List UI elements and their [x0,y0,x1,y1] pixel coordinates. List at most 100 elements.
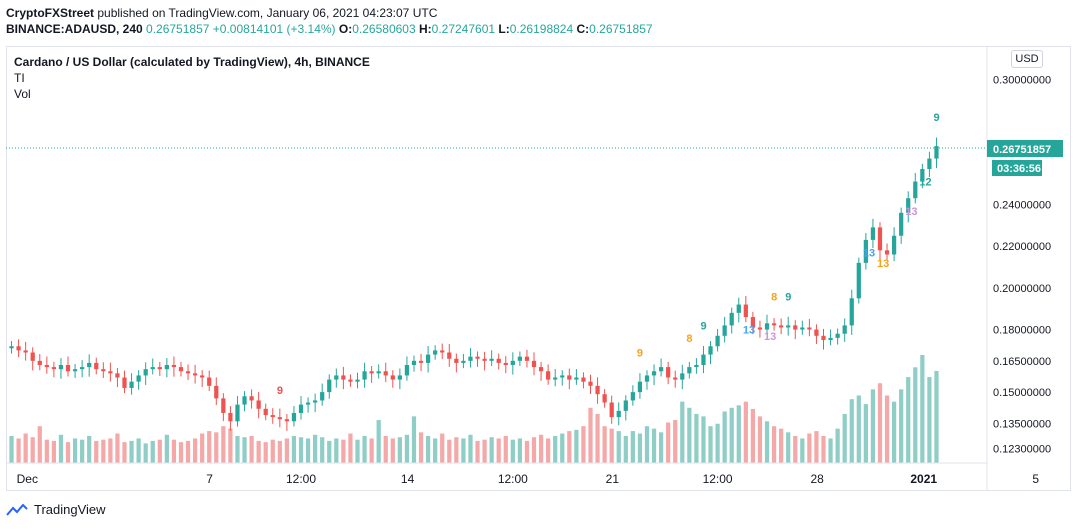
volume-bar [934,370,939,463]
volume-bar [192,438,198,463]
price-tick-label: 0.12300000 [993,443,1051,455]
candle-body [411,360,417,366]
candle-body [701,354,706,366]
indicator-vol[interactable]: Vol [14,87,31,101]
countdown-badge-text: 03:36:56 [997,163,1041,175]
volume-bar [80,439,85,463]
candle-body [722,325,727,336]
volume-bar [637,433,643,463]
volume-bar [341,439,346,463]
volume-bar [355,439,360,463]
low-label: L: [498,22,510,36]
price-tick-label: 0.30000000 [993,74,1051,86]
price-tick-label: 0.15000000 [993,387,1051,399]
volume-bar [454,437,459,463]
volume-bar [651,428,657,463]
volume-bar [16,438,21,463]
volume-bar [779,428,784,463]
candle-body [517,356,523,361]
footer-brand[interactable]: TradingView [6,502,106,517]
candle-body [651,371,657,376]
volume-bar [136,438,141,463]
candle-body [482,358,487,361]
candle-body [807,327,812,330]
candle-body [814,329,819,336]
volume-bar [743,401,748,463]
publish-text: published on TradingView.com, January 06… [97,6,438,20]
volume-bar [129,440,134,463]
volume-bar [150,440,155,463]
candle-body [157,367,162,370]
volume-bar [270,439,275,463]
candle-body [553,377,558,380]
volume-bar [736,405,741,463]
volume-bar [122,442,127,463]
candle-body [87,362,92,368]
time-tick-label: 14 [401,472,415,486]
volume-bar [334,438,339,463]
price-tick-label: 0.20000000 [993,283,1051,295]
candle-body [800,327,805,330]
candle-body [680,373,685,380]
chart-title: Cardano / US Dollar (calculated by Tradi… [14,55,370,69]
volume-bar [256,440,261,463]
candle-body [616,410,621,418]
candle-body [185,371,191,374]
candle-body [757,327,763,330]
candle-body [574,377,579,380]
high-value: 0.27247601 [431,22,496,36]
volume-bar [51,440,57,463]
last-price-badge: 0.26751857 [987,140,1063,157]
td-count-label: 13 [743,325,755,337]
candle-body [122,377,127,388]
candle-body [348,379,353,382]
candle-body [362,371,367,380]
candle-body [94,362,99,370]
volume-bar [23,433,28,463]
last-price-badge-text: 0.26751857 [993,144,1051,156]
candle-body [44,365,49,368]
candle-body [934,146,939,159]
volume-bar [235,436,240,463]
candle-body [425,354,431,363]
candle-body [609,402,614,418]
td-count-label: 12 [919,177,931,189]
volume-bar [30,437,35,463]
price-tick-label: 0.24000000 [993,199,1051,211]
high-label: H: [418,22,432,36]
footer-brand-text: TradingView [34,502,106,517]
volume-bar [722,411,727,463]
volume-bar [277,440,282,463]
volume-bar [602,426,607,463]
td-count-label: 9 [277,385,283,397]
close-label: C: [576,22,590,36]
price-tick-label: 0.13500000 [993,418,1051,430]
tradingview-logo-icon [6,503,28,516]
volume-bar [694,413,699,463]
candle-body [404,365,410,376]
time-tick-label: 2021 [910,472,937,486]
time-tick-label: 5 [1032,472,1039,486]
publish-info: CryptoFXStreet published on TradingView.… [6,6,437,20]
td-count-label: 8 [686,333,692,345]
volume-bar [178,442,184,463]
volume-bar [489,437,494,463]
td-count-label: 13 [905,206,917,218]
candle-body [291,412,297,422]
candle-body [842,325,847,334]
candle-body [715,335,720,347]
volume-bar [517,438,523,463]
price-change: +0.00814101 (+3.14%) [212,22,336,36]
volume-bar [687,407,692,463]
chart-frame[interactable] [6,46,1071,491]
td-count-label: 13 [764,331,776,343]
volume-bar [242,437,247,463]
candle-body [214,385,219,399]
currency-button[interactable]: USD [1011,50,1043,68]
volume-bar [108,438,113,463]
candle-body [37,360,42,366]
volume-bar [185,440,191,463]
volume-bar [305,438,311,463]
indicator-ti[interactable]: TI [14,71,25,85]
